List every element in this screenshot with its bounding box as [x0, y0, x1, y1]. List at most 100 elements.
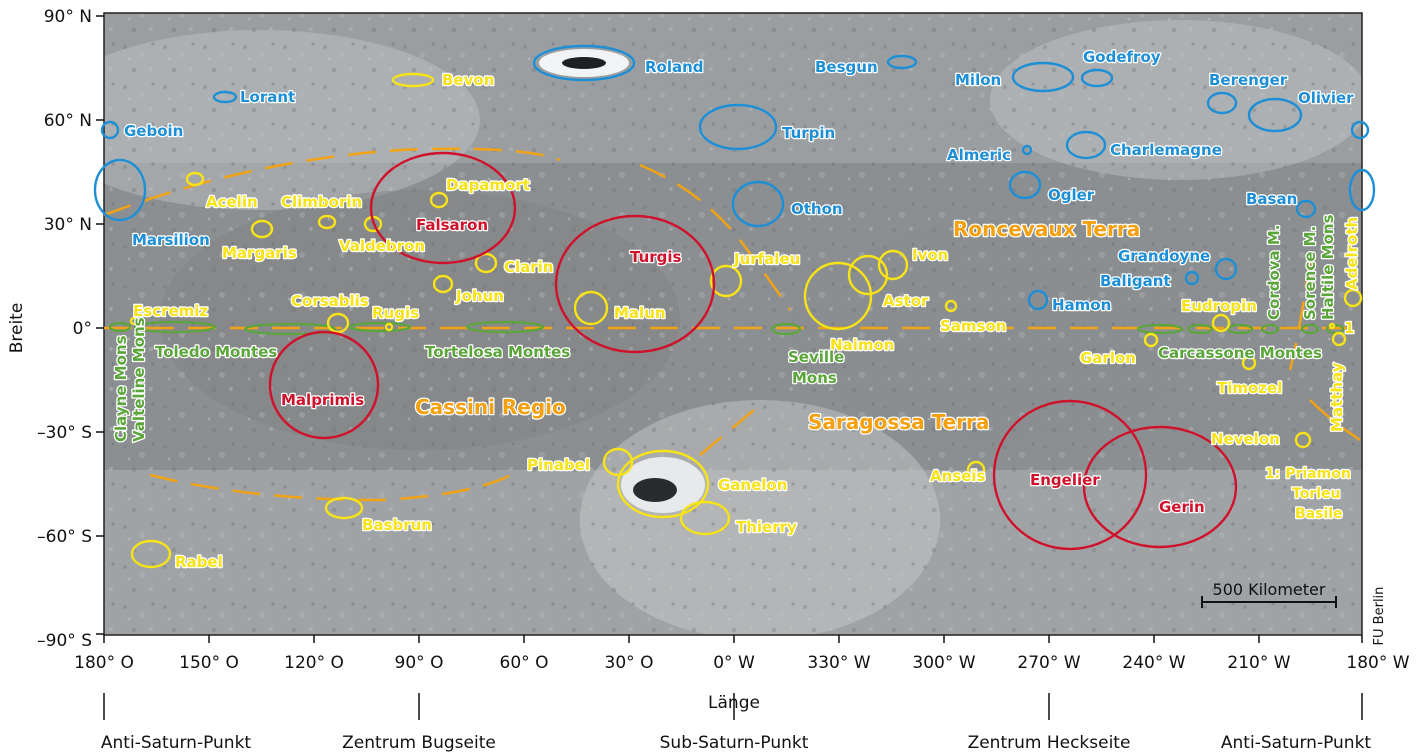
y-axis-title: Breite — [7, 303, 27, 354]
crater-label-turgis: Turgis — [630, 248, 682, 266]
region-label-roncevaux: Roncevaux Terra — [953, 217, 1140, 241]
crater-label-basan: Basan — [1246, 190, 1297, 208]
lon-tick-label: 240° W — [1122, 653, 1185, 673]
crater-label-one: 1 — [1344, 319, 1354, 337]
boundary-lines — [103, 147, 1362, 502]
crater-label-matthay: Matthay — [1328, 362, 1346, 432]
lon-tick-label: 180° W — [1346, 653, 1409, 673]
crater-label-malprimis: Malprimis — [281, 391, 364, 409]
lon-tick-label: 150° O — [179, 653, 239, 673]
crater-label-escremiz: Escremiz — [133, 302, 208, 320]
crater-label-naimon: Naimon — [830, 336, 894, 354]
crater-label-ganelon: Ganelon — [718, 476, 787, 494]
reference-point-label: Zentrum Bugseite — [342, 733, 496, 753]
reference-point-label: Sub-Saturn-Punkt — [660, 733, 809, 753]
crater-label-rabel: Rabel — [175, 553, 223, 571]
lon-tick-label: 180° O — [74, 653, 134, 673]
mountain-label-valteline: Valteline Mons — [130, 317, 148, 442]
crater-label-clarin: Clarin — [504, 258, 554, 276]
footnote-line: Basile — [1295, 506, 1343, 522]
crater-label-bevon: Bevon — [442, 71, 494, 89]
crater-label-rugis: Rugis — [372, 304, 419, 322]
crater-label-turpin: Turpin — [782, 124, 835, 142]
crater-label-garlon: Garlon — [1080, 349, 1136, 367]
regio-boundary — [1288, 259, 1312, 371]
lat-tick-label: 60° N — [44, 111, 92, 131]
credit: FU Berlin — [1372, 587, 1387, 646]
crater-label-dapamort: Dapamort — [446, 176, 530, 194]
lon-tick-label: 210° W — [1227, 653, 1290, 673]
mountain-label-cordova: Cordova M. — [1265, 224, 1283, 320]
lat-tick-label: 30° N — [44, 215, 92, 235]
crater-label-anseis: Anseïs — [930, 467, 986, 485]
crater-label-berenger: Berenger — [1209, 71, 1288, 89]
lon-tick-label: 300° W — [912, 653, 975, 673]
crater-label-gerin: Gerin — [1159, 498, 1205, 516]
crater-label-basbrun: Basbrun — [362, 516, 432, 534]
crater-label-malun: Malun — [614, 304, 666, 322]
footnote-legend: 1: Priamon Torleu Basile — [1264, 465, 1352, 524]
axis-ticks — [96, 15, 1363, 720]
mountain-label-clayne: Clayne Mons — [112, 335, 130, 442]
yellow-crater-labels: Bevon Acelin Climborin Dapamort Margaris… — [132, 70, 1363, 573]
crater-label-lorant: Lorant — [240, 88, 295, 106]
longitude-axis: 180° O 150° O 120° O 90° O 60° O 30° O 0… — [74, 653, 1410, 673]
crater-label-charlemagne: Charlemagne — [1110, 141, 1222, 159]
crater-label-eudropin: Eudropin — [1181, 297, 1257, 315]
lat-tick-label: 90° N — [44, 7, 92, 27]
reference-points: Anti-Saturn-Punkt Zentrum Bugseite Sub-S… — [101, 733, 1372, 753]
crater-label-almeric: Almeric — [947, 146, 1011, 164]
mountain-label-toledo: Toledo Montes — [155, 343, 277, 361]
footnote-line: Torleu — [1292, 486, 1340, 502]
lat-tick-label: –60° S — [37, 527, 92, 547]
crater-label-geboin: Geboin — [124, 122, 183, 140]
crater-label-ogler: Ogler — [1048, 186, 1095, 204]
crater-label-margaris: Margaris — [222, 244, 297, 262]
large-crater-labels: Falsaron Turgis Malprimis Engelier Gerin — [280, 215, 1206, 518]
crater-label-othon: Othon — [791, 200, 843, 218]
lat-tick-label: –30° S — [37, 423, 92, 443]
map-surface — [104, 13, 1362, 635]
lon-tick-label: 60° O — [500, 653, 549, 673]
crater-label-jurfaleu: Jurfaleu — [733, 250, 800, 268]
crater-label-thierry: Thierry — [736, 518, 797, 536]
lon-tick-label: 90° O — [395, 653, 444, 673]
crater-label-adelroth: Adelroth — [1343, 217, 1361, 290]
crater-label-olivier: Olivier — [1298, 89, 1354, 107]
crater-label-climborin: Climborin — [281, 193, 362, 211]
mountain-outlines — [108, 320, 1345, 336]
scale-bar — [1201, 596, 1337, 608]
reference-point-label: Anti-Saturn-Punkt — [101, 733, 252, 753]
crater-label-timozel: Timozel — [1217, 379, 1282, 397]
region-label-saragossa: Saragossa Terra — [808, 410, 989, 434]
crater-label-ivon: Ivon — [912, 246, 948, 264]
crater-label-engelier: Engelier — [1030, 471, 1100, 489]
crater-label-milon: Milon — [955, 71, 1001, 89]
crater-label-acelin: Acelin — [206, 193, 258, 211]
crater-label-roland: Roland — [645, 58, 704, 76]
crater-label-hamon: Hamon — [1052, 296, 1111, 314]
crater-label-falsaron: Falsaron — [416, 216, 488, 234]
mountain-label-seville-2: Mons — [792, 369, 837, 387]
yellow-crater-outlines — [129, 72, 1363, 569]
crater-label-samson: Samson — [940, 317, 1006, 335]
regio-boundary — [1309, 399, 1361, 442]
crater-label-corsablis: Corsablis — [291, 292, 369, 310]
crater-label-pinabel: Pinabel — [527, 456, 590, 474]
crater-label-marsilion: Marsilion — [132, 231, 210, 249]
crater-label-grandoyne: Grandoyne — [1118, 247, 1210, 265]
crater-label-godefroy: Godefroy — [1083, 48, 1161, 66]
reference-point-label: Zentrum Heckseite — [968, 733, 1131, 753]
scale-bar-label: 500 Kilometer — [1213, 580, 1326, 599]
lon-tick-label: 120° O — [284, 653, 344, 673]
regio-boundary — [149, 468, 521, 502]
mountain-label-tortelosa: Tortelosa Montes — [425, 343, 570, 361]
lon-tick-label: 30° O — [605, 653, 654, 673]
lon-tick-label: 270° W — [1017, 653, 1080, 673]
crater-label-besgun: Besgun — [815, 58, 878, 76]
map-frame — [103, 12, 1363, 636]
x-axis-title: Länge — [708, 693, 760, 713]
lon-tick-label: 0° W — [713, 653, 755, 673]
blue-crater-outlines — [93, 44, 1376, 311]
